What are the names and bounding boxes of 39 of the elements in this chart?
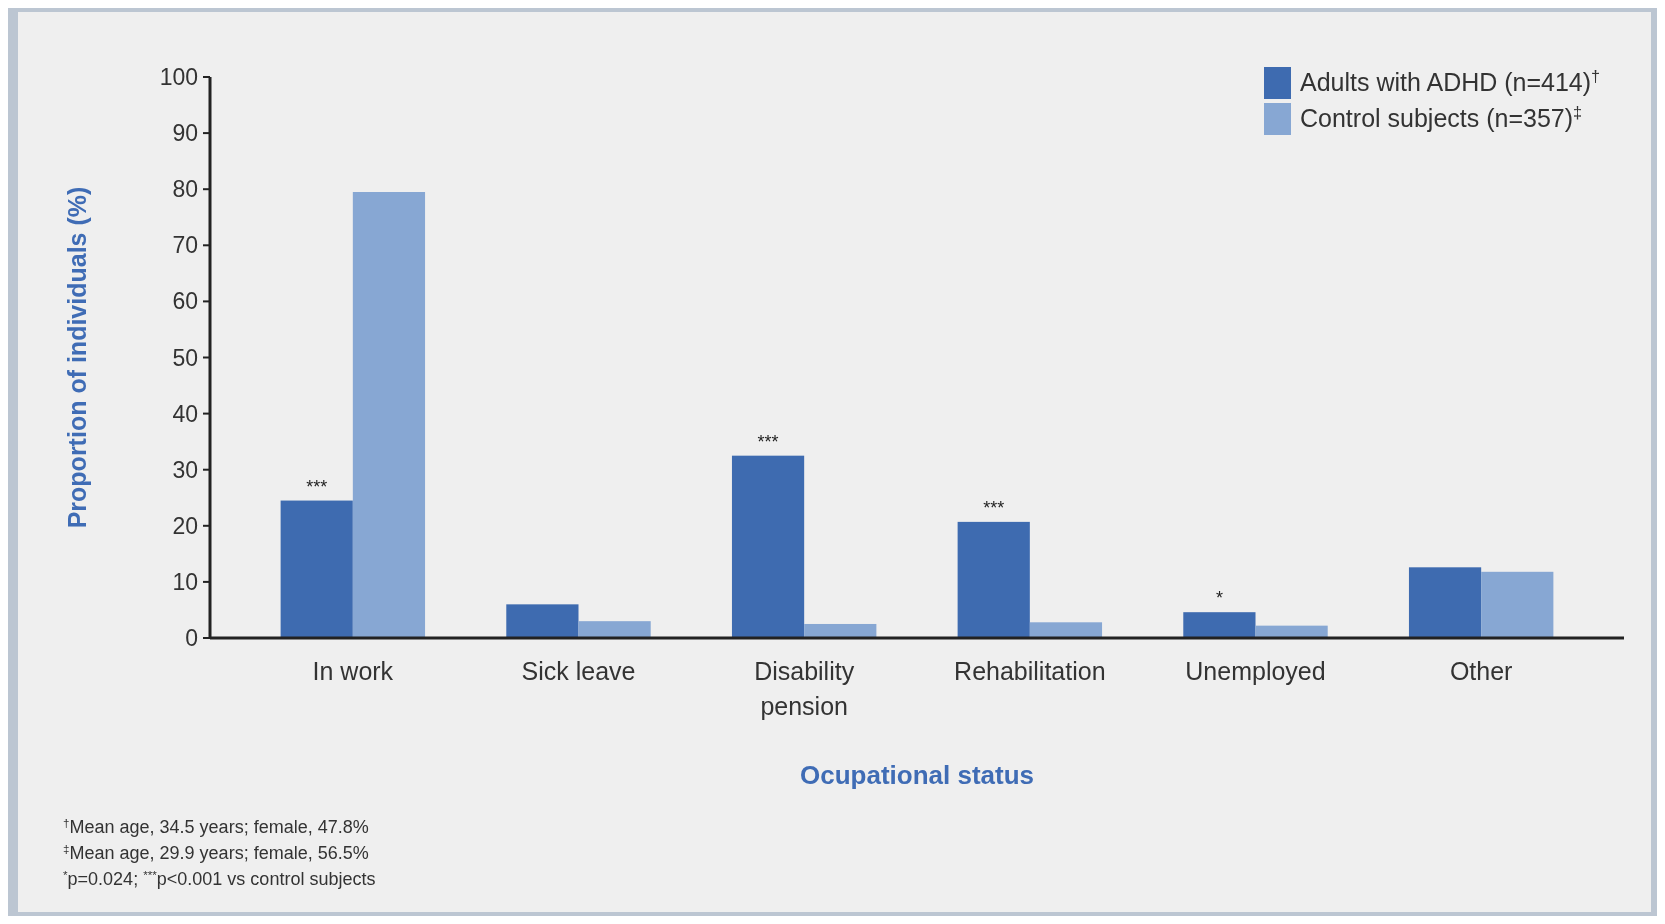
y-axis-title: Proportion of individuals (%) [63, 186, 91, 529]
x-tick-label: Rehabilitation [954, 657, 1106, 685]
x-tick-label: Sick leave [521, 657, 636, 685]
bar [578, 621, 651, 638]
x-axis-title: Ocupational status [799, 760, 1035, 790]
bar [1481, 571, 1554, 638]
x-tick-label: In work [312, 657, 394, 685]
y-tick-label: 80 [172, 176, 198, 203]
y-tick-label: 10 [172, 568, 198, 595]
bar [506, 604, 579, 638]
y-tick-label: 30 [172, 456, 198, 483]
y-tick-label: 50 [172, 344, 198, 371]
text: $^{*}$p=0.024; $^{***}$p<0.001 vs control subjects [63, 867, 376, 889]
legend-label: Control subjects (n=357)$^{‡}$ [1300, 103, 1583, 132]
annotation: *** [757, 431, 779, 452]
text: $^{†}$Mean age, 34.5 years; female, 47.8% [63, 815, 369, 837]
x-tick-label: Other [1449, 657, 1513, 685]
y-tick-label: 60 [172, 288, 198, 315]
bar [957, 521, 1030, 638]
bar [1183, 612, 1256, 638]
annotation: *** [306, 476, 328, 497]
x-tick-label: Unemployed [1185, 657, 1326, 685]
legend-label: Adults with ADHD (n=414)$^{†}$ [1300, 67, 1601, 96]
bar [1408, 567, 1482, 638]
bar [280, 500, 353, 638]
y-tick-label: 20 [172, 512, 198, 539]
text: $^{‡}$Mean age, 29.9 years; female, 56.5% [63, 841, 369, 863]
annotation: *** [983, 497, 1005, 518]
y-tick-label: 0 [185, 625, 198, 652]
x-tick-label: Disability pension [754, 657, 855, 720]
bar [352, 192, 426, 638]
y-tick-label: 70 [172, 232, 198, 259]
y-tick-label: 100 [159, 64, 198, 91]
annotation: * [1215, 588, 1223, 609]
bar [1029, 622, 1103, 638]
y-tick-label: 40 [172, 400, 198, 427]
bar [731, 455, 805, 638]
bar [804, 623, 877, 638]
y-tick-label: 90 [172, 120, 198, 147]
